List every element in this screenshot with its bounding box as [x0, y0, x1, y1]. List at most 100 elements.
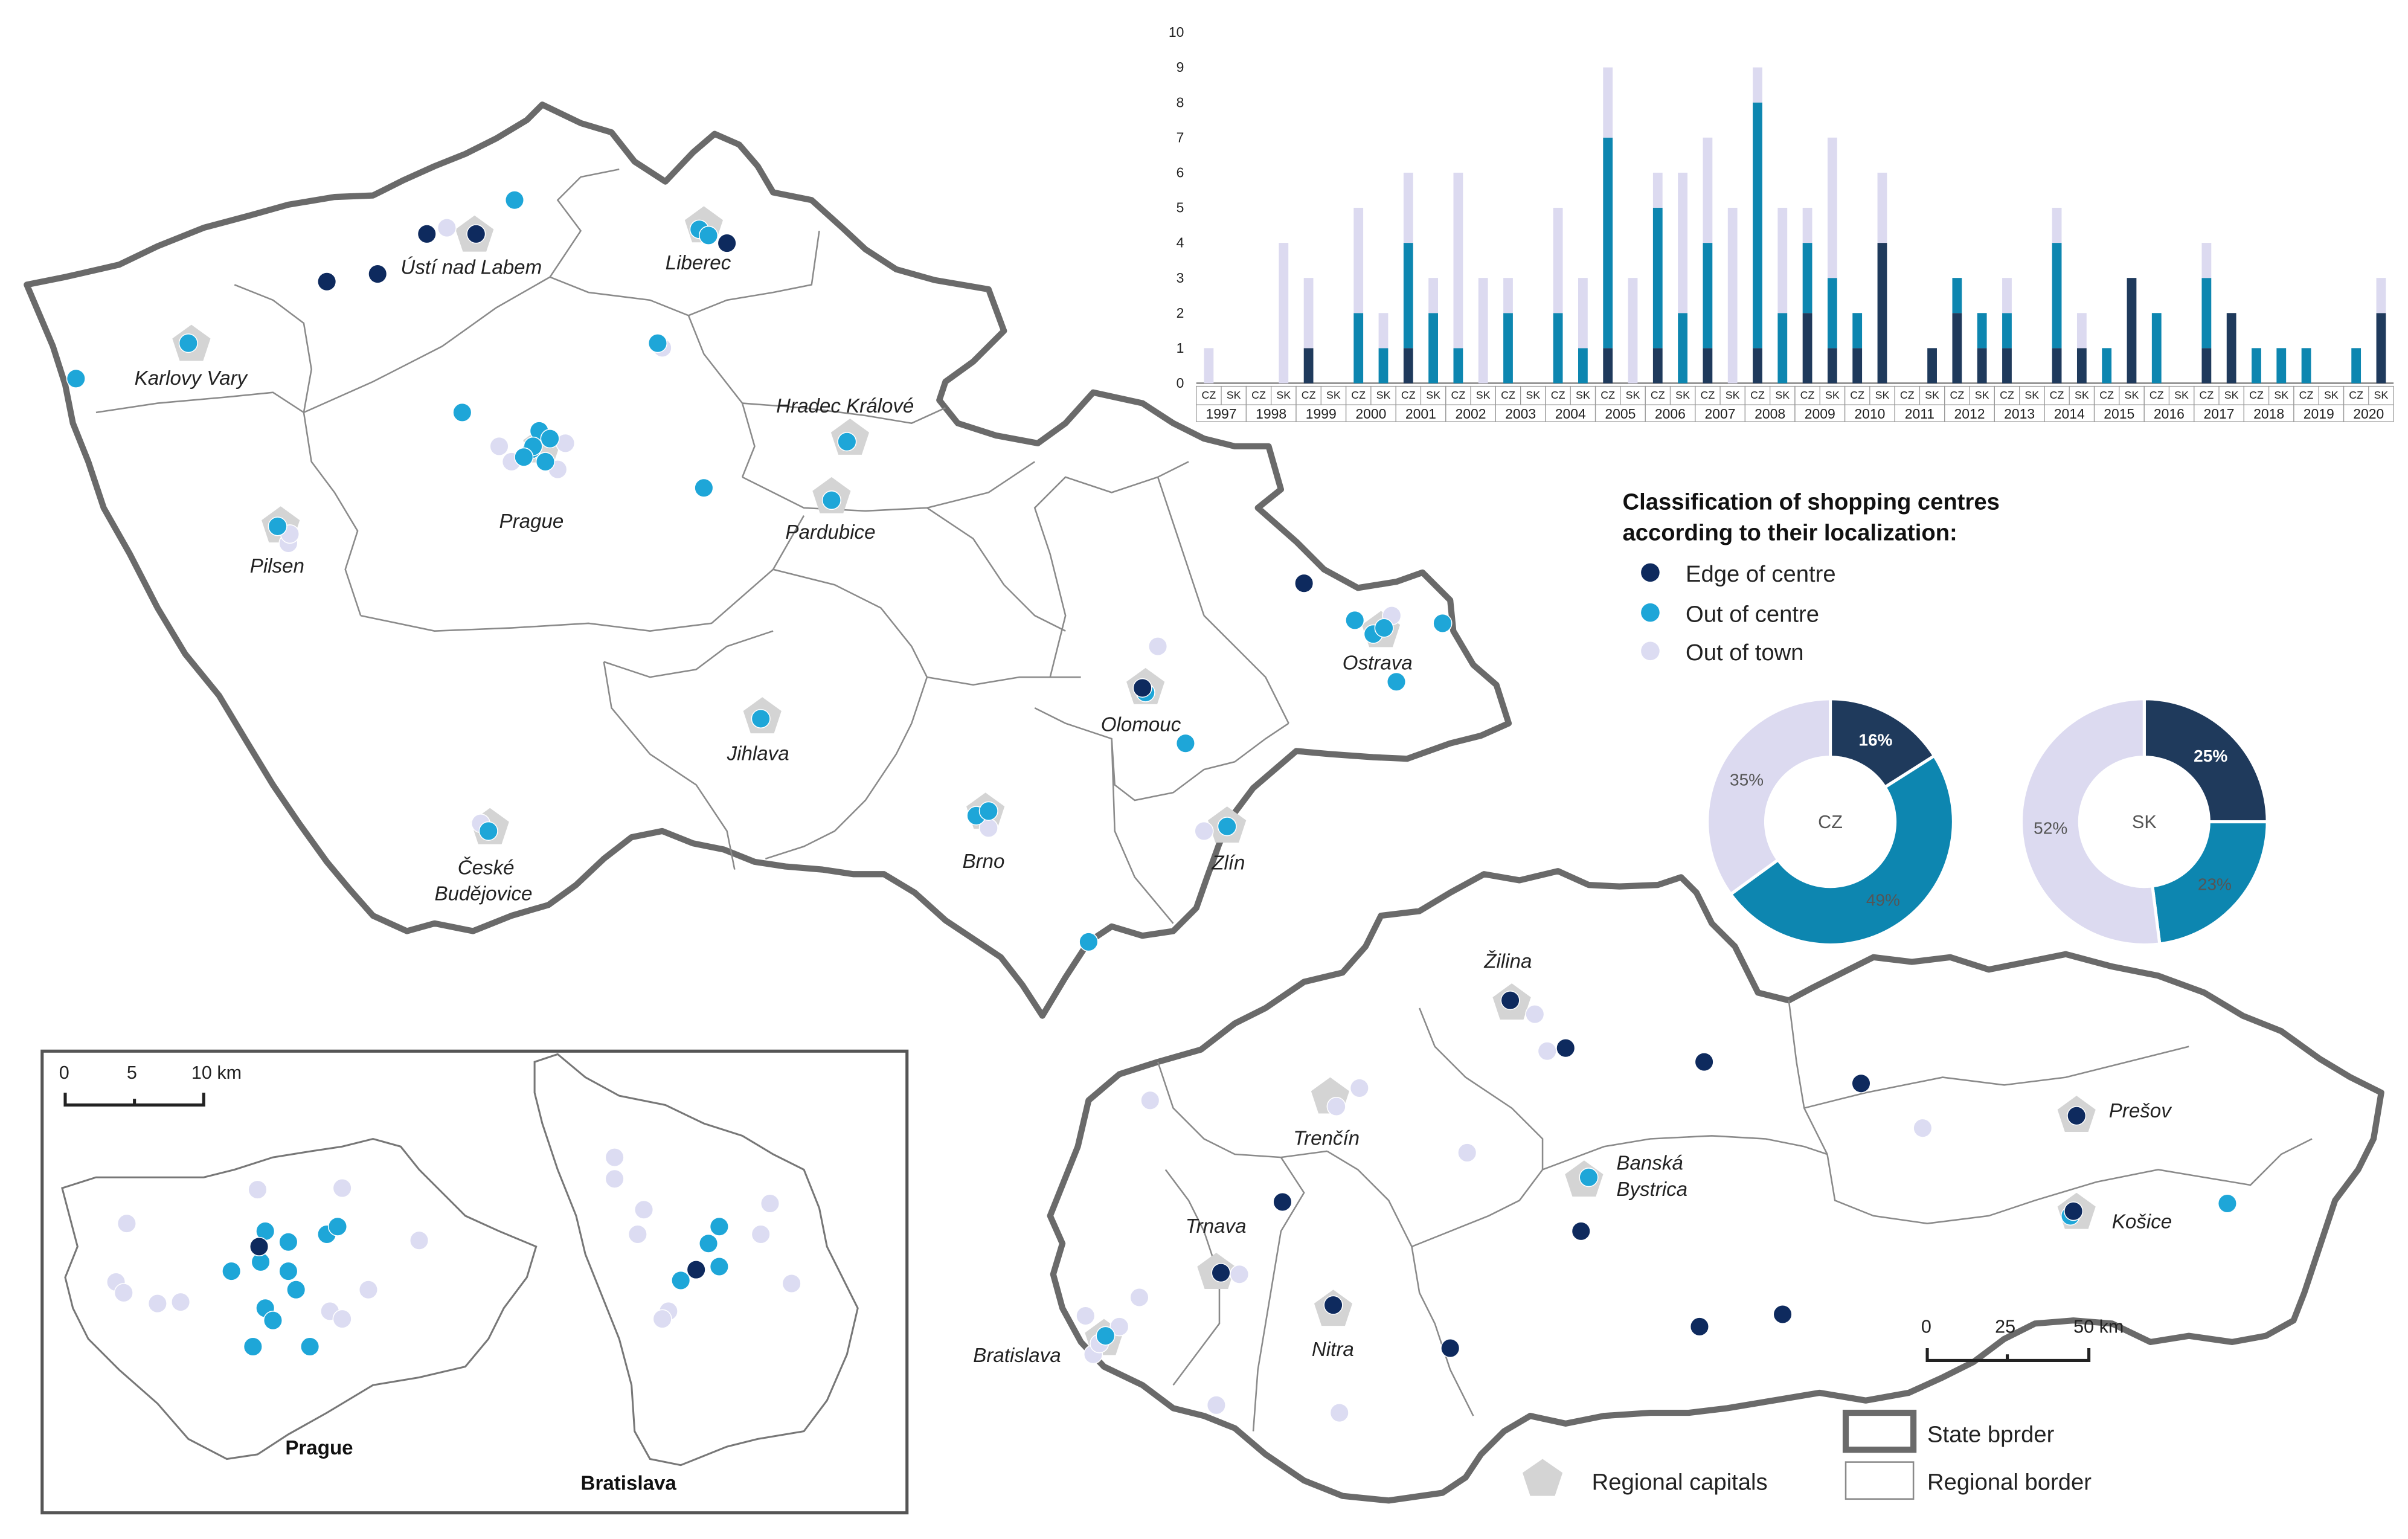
bar-segment-out-of-centre — [2301, 348, 2311, 384]
bar-segment-edge-of-centre — [1403, 348, 1413, 384]
legend-out-dot — [1641, 603, 1660, 622]
city-label-banska: Banská — [1616, 1152, 1683, 1174]
bar-segment-edge-of-centre — [2076, 348, 2087, 384]
year-tick-label: 2012 — [1954, 406, 1985, 422]
donut-center-label: SK — [2132, 812, 2157, 832]
bar-segment-edge-of-centre — [2201, 348, 2212, 384]
bar-segment-out-of-town — [1453, 172, 1463, 349]
edge-of-centre-point — [1294, 573, 1314, 593]
inset-label-bratislava: Bratislava — [581, 1472, 677, 1494]
main-scale-0: 0 — [1921, 1317, 1931, 1337]
inset-scale-bar: 0 5 10 km — [59, 1062, 242, 1107]
bar-segment-out-of-centre — [1977, 313, 1987, 349]
out-of-town-point — [171, 1292, 191, 1312]
donut-slice-out-of-town — [1706, 697, 1832, 897]
bar-segment-out-of-town — [1303, 278, 1314, 349]
country-tick-label: SK — [1426, 389, 1440, 401]
slovakia-state-border — [1047, 868, 2384, 1504]
out-of-town-point — [1457, 1143, 1477, 1163]
out-of-town-point — [332, 1309, 352, 1329]
bar-segment-out-of-centre — [2102, 348, 2112, 384]
country-tick-label: SK — [1925, 389, 1939, 401]
bar-segment-edge-of-centre — [2127, 278, 2137, 384]
country-tick-label: SK — [2024, 389, 2039, 401]
stacked-bar-chart: 0 1 2 3 4 5 6 7 8 9 10 CZ SK 1997 CZ SK 1998 CZ SK 1999 CZ SK… — [1169, 24, 2394, 422]
donut-percent-label: 35% — [1730, 770, 1764, 789]
city-label-bystrica: Bystrica — [1616, 1178, 1687, 1201]
edge-of-centre-point — [1689, 1317, 1710, 1337]
legend-title-line2: according to their localization: — [1623, 519, 1957, 545]
country-tick-label: CZ — [1251, 389, 1266, 401]
city-label-jihlava: Jihlava — [727, 743, 789, 765]
bar-segment-out-of-centre — [1553, 313, 1563, 384]
country-tick-label: CZ — [2299, 389, 2314, 401]
bar-segment-out-of-centre — [1777, 313, 1788, 384]
out-of-centre-point — [709, 1256, 729, 1277]
country-tick-label: CZ — [1401, 389, 1416, 401]
bar-segment-edge-of-centre — [1977, 348, 1987, 384]
bar-segment-out-of-town — [2002, 278, 2012, 313]
out-of-town-point — [437, 218, 457, 238]
out-of-town-point — [605, 1148, 624, 1168]
out-of-town-point — [1329, 1403, 1349, 1423]
out-of-centre-point — [452, 402, 472, 422]
out-of-centre-point — [647, 333, 668, 353]
country-tick-label: SK — [1775, 389, 1790, 401]
bar-segment-out-of-town — [2076, 313, 2087, 349]
bar-segment-out-of-town — [1279, 243, 1289, 384]
donut-chart-sk: 25% 23% 52% SK — [2019, 697, 2269, 947]
czech-state-border — [24, 101, 1512, 1019]
country-tick-label: CZ — [2199, 389, 2214, 401]
map-legend: Regional capitals State bprder Regional … — [1522, 1409, 2092, 1500]
year-tick-label: 2005 — [1605, 406, 1636, 422]
bar-segment-edge-of-centre — [1877, 243, 1887, 384]
bar-segment-out-of-town — [2052, 207, 2062, 243]
city-label-pilsen: Pilsen — [250, 555, 304, 577]
country-tick-label: CZ — [1800, 389, 1815, 401]
out-of-town-point — [117, 1213, 136, 1233]
bar-segment-out-of-centre — [1503, 313, 1513, 384]
edge-of-centre-point — [1323, 1295, 1343, 1315]
bar-segment-edge-of-centre — [2226, 313, 2236, 384]
out-of-centre-point — [1096, 1326, 1116, 1346]
bar-segment-out-of-town — [1877, 172, 1887, 243]
out-of-town-point — [1913, 1118, 1933, 1138]
out-of-centre-point — [278, 1261, 298, 1281]
year-tick-label: 2009 — [1805, 406, 1835, 422]
out-of-centre-point — [268, 516, 287, 536]
bar-segment-out-of-centre — [2252, 348, 2261, 384]
y-tick-label: 2 — [1177, 305, 1184, 321]
edge-of-centre-point — [2067, 1106, 2087, 1126]
year-tick-label: 2004 — [1555, 406, 1586, 422]
country-tick-label: CZ — [2099, 389, 2114, 401]
year-tick-label: 2003 — [1505, 406, 1536, 422]
bar-segment-out-of-town — [2376, 278, 2386, 313]
edge-of-centre-point — [1694, 1052, 1714, 1072]
year-tick-label: 2017 — [2204, 406, 2235, 422]
out-of-town-point — [1525, 1004, 1545, 1024]
country-tick-label: CZ — [2050, 389, 2064, 401]
bar-segment-edge-of-centre — [1952, 313, 1962, 384]
country-tick-label: SK — [1227, 389, 1241, 401]
bar-segment-out-of-centre — [2351, 348, 2361, 384]
bar-segment-out-of-centre — [1578, 348, 1588, 384]
country-tick-label: SK — [1576, 389, 1590, 401]
legend-capital-symbol — [1522, 1459, 1563, 1496]
out-of-centre-point — [1345, 610, 1365, 630]
year-tick-label: 1998 — [1256, 406, 1286, 422]
bar-segment-out-of-town — [1827, 137, 1837, 278]
donut-percent-label: 52% — [2034, 819, 2067, 838]
country-tick-label: SK — [1526, 389, 1540, 401]
country-tick-label: CZ — [1651, 389, 1665, 401]
edge-of-centre-point — [1440, 1338, 1460, 1358]
city-label-ostrava: Ostrava — [1343, 652, 1413, 674]
out-of-town-point — [248, 1180, 268, 1200]
bar-segment-out-of-centre — [1952, 278, 1962, 313]
legend-state-border: State bprder — [1927, 1421, 2055, 1447]
bar-segment-out-of-centre — [1703, 243, 1713, 349]
inset-label-prague: Prague — [285, 1437, 353, 1459]
out-of-town-point — [1230, 1264, 1250, 1284]
bar-segment-edge-of-centre — [1703, 348, 1713, 384]
bar-segment-edge-of-centre — [1852, 348, 1863, 384]
bar-segment-edge-of-centre — [1603, 348, 1613, 384]
